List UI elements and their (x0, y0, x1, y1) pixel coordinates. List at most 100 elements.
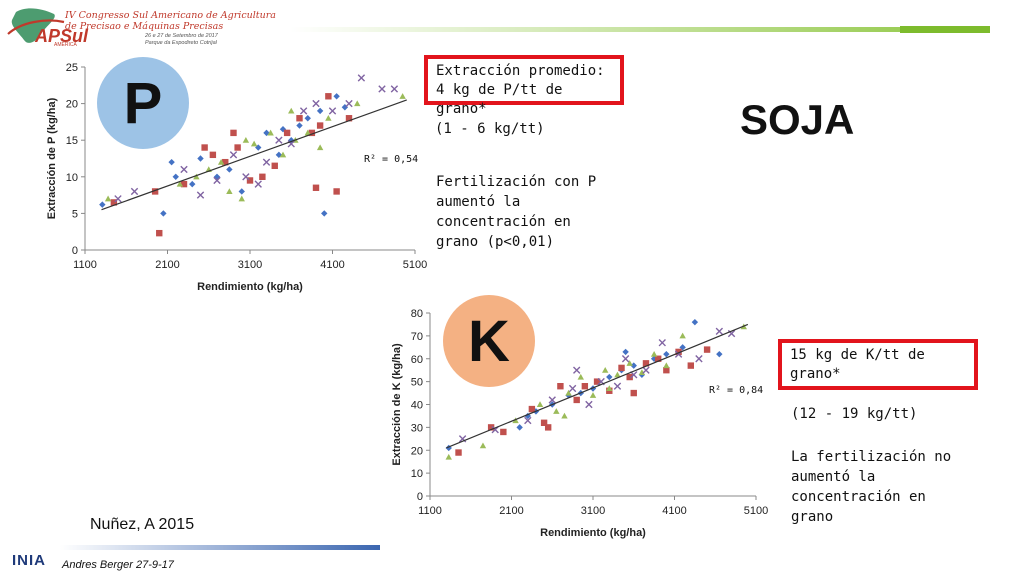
data-point-triangle (104, 195, 112, 202)
data-point-diamond (160, 210, 167, 217)
conference-title-line1: IV Congresso Sul Americano de Agricultur… (65, 10, 276, 21)
y-tick-label: 5 (72, 208, 78, 220)
y-tick-label: 20 (411, 445, 423, 457)
potassium-r2-label: R² = 0,84 (709, 385, 764, 396)
data-point-triangle (316, 144, 324, 151)
data-point-triangle (553, 408, 560, 414)
data-point-triangle (577, 373, 584, 380)
data-point-cross (642, 366, 650, 374)
data-point-triangle (589, 392, 597, 398)
data-point-square (593, 378, 601, 385)
y-tick-label: 20 (66, 99, 78, 111)
y-tick-label: 10 (411, 468, 423, 480)
data-point-diamond (279, 126, 287, 133)
data-point-square (626, 373, 633, 381)
potassium-badge: K (443, 295, 535, 387)
data-point-square (618, 364, 625, 372)
data-point-triangle (304, 129, 311, 136)
conference-dates: 26 e 27 de Setembro de 2017 (145, 33, 218, 39)
data-point-square (528, 405, 536, 413)
data-point-diamond (716, 350, 723, 358)
data-point-square (687, 362, 694, 369)
data-point-diamond (172, 173, 179, 180)
trendline (446, 323, 749, 449)
data-point-diamond (321, 210, 328, 217)
data-point-cross (213, 176, 221, 185)
x-tick-label: 5100 (744, 505, 768, 517)
potassium-scatter-chart: 0 10 20 30 40 50 60 70 80 1100 2100 3100 4100 5100 Ren… (391, 308, 768, 539)
y-axis-label: Extracción de K (kg/ha) (391, 343, 403, 466)
data-point-triangle (606, 385, 613, 392)
data-point-cross (196, 191, 205, 199)
data-point-cross (715, 327, 724, 335)
data-point-diamond (606, 373, 613, 381)
inia-logo: INIA (12, 552, 46, 569)
data-point-cross (378, 85, 386, 93)
x-tick-label: 5100 (403, 259, 427, 271)
header-accent-bar (290, 27, 990, 32)
data-point-square (209, 151, 217, 159)
data-point-square (663, 366, 670, 374)
data-point-square (180, 180, 188, 188)
data-point-square (259, 173, 266, 180)
data-point-triangle (250, 140, 258, 147)
data-point-square (703, 346, 711, 353)
data-point-triangle (176, 180, 184, 187)
data-point-triangle (193, 173, 200, 180)
data-point-cross (299, 107, 308, 115)
data-point-square (557, 383, 564, 390)
data-point-square (312, 184, 320, 191)
data-point-triangle (238, 195, 245, 202)
data-point-diamond (679, 344, 686, 351)
phosphorus-badge: P (97, 57, 189, 149)
x-tick-label: 3100 (581, 505, 605, 517)
data-point-square (201, 144, 208, 151)
data-point-triangle (242, 137, 250, 143)
phosphorus-r2-label: R² = 0,54 (364, 154, 419, 165)
data-point-cross (312, 99, 320, 108)
data-point-diamond (197, 155, 204, 162)
data-point-cross (695, 355, 703, 363)
data-point-triangle (226, 188, 233, 194)
data-point-square (110, 199, 118, 206)
south-america-logo-icon (7, 8, 65, 43)
data-point-triangle (267, 129, 274, 136)
apsul-logo-text: APSul (35, 26, 89, 46)
data-point-square (540, 419, 548, 426)
y-tick-label: 30 (411, 422, 423, 434)
data-point-cross (180, 165, 188, 174)
phosphorus-finding: Fertilización con P aumentó la concentra… (436, 174, 597, 250)
data-point-diamond (316, 107, 324, 115)
data-point-square (156, 229, 163, 237)
data-point-square (308, 129, 316, 137)
data-point-square (296, 115, 303, 122)
data-point-square (455, 449, 462, 456)
data-point-triangle (614, 371, 621, 378)
data-point-cross (357, 74, 366, 82)
data-point-cross (345, 99, 353, 108)
data-point-triangle (536, 401, 544, 408)
data-point-triangle (279, 151, 287, 158)
potassium-box-line2: grano* (790, 366, 841, 382)
data-point-triangle (679, 332, 686, 339)
data-point-diamond (333, 93, 340, 100)
x-tick-label: 4100 (320, 259, 344, 271)
data-point-triangle (399, 93, 406, 99)
conference-details: 26 e 27 de Setembro de 2017 Parque da Ex… (145, 33, 218, 47)
data-point-triangle (288, 107, 295, 114)
y-tick-label: 50 (411, 377, 423, 389)
data-point-square (234, 144, 241, 151)
y-tick-label: 80 (411, 308, 423, 320)
data-point-square (271, 162, 278, 170)
apsul-logo-subtext: AMÉRICA (54, 42, 77, 48)
phosphorus-range: (1 - 6 kg/tt) (435, 121, 545, 137)
y-tick-label: 0 (72, 245, 78, 257)
data-point-diamond (99, 201, 106, 208)
data-point-square (544, 424, 552, 431)
data-point-diamond (341, 104, 349, 111)
data-point-cross (568, 384, 577, 393)
header-accent-bar-end (900, 26, 990, 33)
data-point-cross (548, 396, 556, 404)
data-point-diamond (516, 424, 523, 431)
data-point-triangle (565, 389, 572, 396)
